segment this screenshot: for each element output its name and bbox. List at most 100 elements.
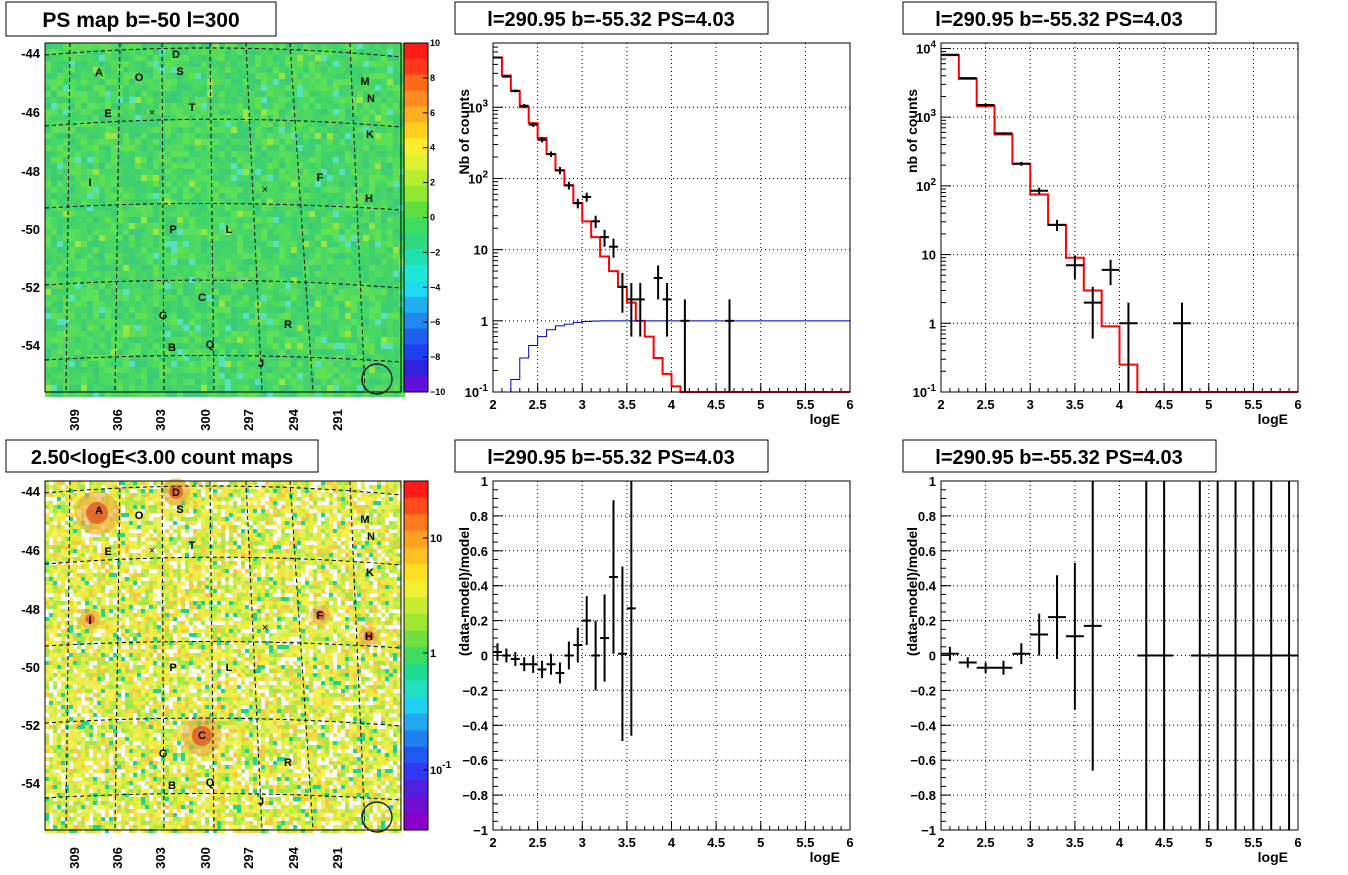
map-pixel [201,517,205,521]
map-pixel [327,391,333,397]
map-pixel [189,103,195,109]
map-pixel [231,109,237,115]
map-pixel [369,103,375,109]
map-pixel [219,121,225,127]
map-pixel [219,133,225,139]
map-pixel [273,193,279,199]
map-pixel [333,175,339,181]
map-pixel [87,373,93,379]
map-pixel [375,373,381,379]
map-pixel [105,223,111,229]
map-pixel [159,349,165,355]
map-pixel [117,355,123,361]
map-pixel [339,211,345,217]
map-pixel [345,145,351,151]
map-pixel [277,505,281,509]
map-pixel [111,211,117,217]
map-pixel [141,493,145,497]
map-pixel [351,163,357,169]
map-pixel [145,525,149,529]
map-pixel [279,361,285,367]
map-pixel [99,175,105,181]
map-pixel [285,271,291,277]
map-pixel [265,501,269,505]
map-pixel [53,501,57,505]
map-pixel [345,193,351,199]
map-pixel [129,151,135,157]
map-pixel [225,497,229,501]
map-pixel [279,319,285,325]
map-pixel [273,223,279,229]
map-pixel [375,319,381,325]
map-pixel [51,109,57,115]
map-pixel [45,193,51,199]
map-pixel [303,67,309,73]
map-pixel [99,43,105,49]
map-pixel [315,151,321,157]
map-pixel [195,139,201,145]
map-pixel [201,139,207,145]
map-pixel [273,533,277,537]
map-pixel [81,253,87,259]
map-pixel [321,289,327,295]
map-pixel [345,241,351,247]
map-pixel [213,121,219,127]
map-pixel [51,115,57,121]
map-pixel [201,533,205,537]
map-pixel [255,127,261,133]
map-pixel [135,313,141,319]
map-pixel [351,115,357,121]
map-pixel [111,73,117,79]
map-pixel [45,49,51,55]
map-pixel [135,199,141,205]
map-pixel [75,295,81,301]
map-pixel [81,217,87,223]
map-pixel [93,157,99,163]
map-pixel [99,109,105,115]
map-pixel [369,337,375,343]
map-pixel [129,349,135,355]
map-pixel [393,493,397,497]
map-pixel [99,217,105,223]
map-pixel [171,97,177,103]
map-pixel [357,169,363,175]
chart-title: l=290.95 b=-55.32 PS=4.03 [935,447,1182,469]
map-pixel [135,205,141,211]
map-pixel [153,319,159,325]
map-pixel [285,253,291,259]
map-pixel [393,91,399,97]
map-pixel [207,343,213,349]
map-pixel [249,193,255,199]
map-pixel [177,283,183,289]
map-pixel [165,301,171,307]
map-pixel [309,277,315,283]
map-pixel [123,289,129,295]
map-pixel [291,175,297,181]
map-pixel [327,73,333,79]
map-pixel [177,349,183,355]
map-pixel [327,43,333,49]
map-pixel [321,43,327,49]
map-pixel [393,157,399,163]
map-pixel [153,193,159,199]
map-pixel [135,67,141,73]
map-pixel [375,121,381,127]
map-pixel [219,79,225,85]
map-pixel [345,157,351,163]
map-pixel [281,509,285,513]
map-pixel [339,79,345,85]
map-pixel [345,49,351,55]
map-pixel [133,533,137,537]
map-pixel [125,493,129,497]
map-pixel [201,121,207,127]
map-pixel [193,509,197,513]
map-pixel [73,509,77,513]
map-pixel [189,253,195,259]
map-pixel [381,361,387,367]
source-label-M: M [360,76,369,88]
map-pixel [111,187,117,193]
map-pixel [117,283,123,289]
map-pixel [345,187,351,193]
map-pixel [309,115,315,121]
map-pixel [225,199,231,205]
